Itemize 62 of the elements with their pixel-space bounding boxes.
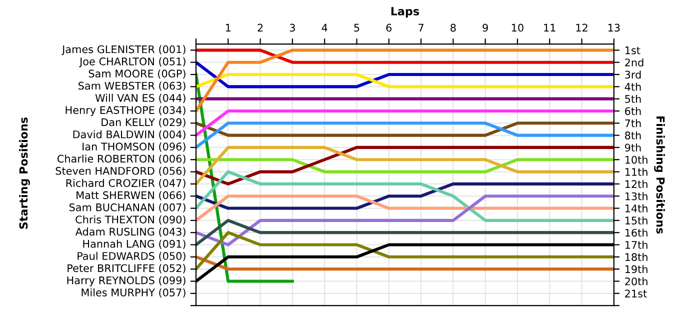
line-series (196, 231, 614, 271)
text: Starting Positions (19, 117, 30, 229)
text: Steven HANDFORD (056) (56, 166, 186, 176)
text: Paul EDWARDS (050) (78, 252, 186, 262)
y-tick-label: 8th (625, 131, 641, 140)
text: Harry REYNOLDS (099) (67, 276, 186, 286)
y-tick-label: 4th (624, 82, 641, 91)
y-tick-label: 19th (625, 265, 648, 274)
text: Will VAN ES (044) (95, 94, 186, 104)
y-tick-label: 1st (625, 46, 640, 54)
text: Matt SHERWEN (066) (76, 191, 186, 200)
text: Ian THOMSON (096) (82, 142, 186, 152)
text: David BALDWIN (004) (73, 130, 186, 140)
text: Richard CROZIER (047) (66, 178, 186, 188)
x-tick-label: 13 (608, 24, 620, 32)
y-tick-label: 5th (625, 94, 641, 103)
text: Chris THEXTON (090) (76, 215, 186, 225)
y-tick-label: 7th (625, 119, 641, 128)
x-tick-label: 10 (512, 24, 524, 32)
x-tick-label: 9 (482, 24, 488, 32)
y-axis-title: Finishing Positions (654, 116, 665, 234)
x-tick-label: 11 (544, 24, 556, 32)
y-tick-label: 16th (625, 228, 648, 237)
y-tick-label: 12th (625, 180, 648, 188)
y-tick-label: 15th (625, 216, 648, 225)
text: Peter BRITCLIFFE (052) (68, 264, 186, 274)
x-tick-label: 6 (386, 24, 392, 32)
text: Sam WEBSTER (063) (78, 82, 186, 91)
x-tick-label: 2 (258, 24, 263, 32)
y-tick-label: 18th (625, 252, 648, 262)
y-tick-label: 17th (625, 240, 648, 249)
text: Hannah LANG (091) (83, 240, 186, 249)
text: James GLENISTER (001) (62, 45, 186, 56)
x-tick-label: 7 (418, 24, 424, 32)
text: Sam MOORE (0GP) (88, 69, 186, 79)
y-tick-label: 14th (625, 204, 648, 212)
y-tick-label: 6th (625, 107, 641, 116)
y-tick-label: 20th (625, 277, 648, 286)
x-tick-label: 5 (354, 24, 360, 32)
x-tick-label: 4 (322, 24, 328, 32)
y-tick-label: 11th (625, 168, 648, 176)
text: Joe CHARLTON (051) (79, 57, 186, 68)
x-axis-title: Laps (391, 7, 419, 18)
x-tick-label: 1 (226, 24, 230, 32)
y-tick-label: 21st (625, 290, 647, 298)
text: Dan KELLY (029) (102, 118, 186, 128)
y-tick-label: 10th (625, 156, 648, 164)
y-tick-label: 13th (625, 192, 648, 200)
y-tick-label: 2nd (625, 58, 644, 66)
line-series (196, 194, 614, 246)
x-tick-label: 3 (290, 24, 295, 32)
text: Charlie ROBERTON (006) (57, 154, 186, 164)
x-tick-label: 12 (576, 24, 588, 32)
y-tick-label: 9th (624, 144, 641, 152)
x-tick-label: 8 (450, 24, 456, 32)
text: Sam BUCHANAN (007) (69, 203, 186, 213)
line-series (196, 170, 614, 222)
text: Adam RUSLING (043) (75, 228, 186, 237)
y-tick-label: 3rd (625, 70, 641, 79)
line-series (196, 146, 614, 186)
text: Miles MURPHY (057) (82, 288, 186, 298)
text: Henry EASTHOPE (034) (66, 106, 186, 116)
